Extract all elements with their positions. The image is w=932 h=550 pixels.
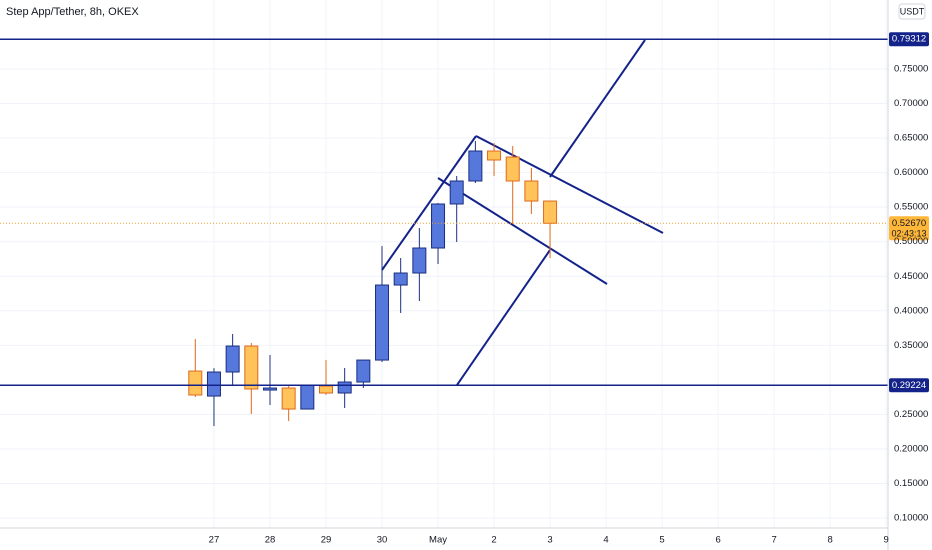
y-tick-label: 0.15000: [894, 478, 928, 489]
trend-line: [437, 177, 608, 285]
candle-body: [244, 345, 259, 390]
candle-body: [524, 180, 539, 202]
y-tick-label: 0.65000: [894, 133, 928, 144]
candle-body: [393, 272, 408, 286]
currency-label[interactable]: USDT: [900, 6, 925, 16]
trend-line: [381, 135, 477, 271]
last-price-tag: [889, 216, 929, 241]
candle-body: [375, 284, 390, 361]
y-tick-label: 0.25000: [894, 409, 928, 420]
candle-body: [281, 387, 296, 410]
candle-body: [300, 384, 315, 410]
candle-body: [468, 150, 483, 182]
candle-body: [225, 345, 240, 373]
y-tick-label: 0.10000: [894, 513, 928, 524]
y-tick-label: 0.40000: [894, 305, 928, 316]
candle-body: [505, 156, 520, 182]
candle-body: [431, 203, 446, 249]
candle-body: [449, 180, 464, 205]
candle-body: [543, 200, 558, 224]
last-price-label: 0.52670: [892, 218, 926, 229]
candle-body: [262, 387, 277, 391]
y-tick-label: 0.35000: [894, 340, 928, 351]
candle-body: [412, 247, 427, 274]
trend-line: [549, 39, 646, 178]
y-tick-label: 0.50000: [894, 236, 928, 247]
candle-body: [487, 150, 502, 161]
y-tick-label: 0.20000: [894, 443, 928, 454]
price-tag-label: 0.79312: [892, 34, 926, 45]
candle-body: [188, 370, 203, 396]
candle-body: [206, 371, 221, 397]
x-tick-label: 7: [771, 535, 776, 546]
trend-lines: [381, 39, 664, 386]
chart-title: Step App/Tether, 8h, OKEX: [6, 6, 139, 18]
candles: [188, 140, 558, 427]
x-tick-label: 28: [265, 535, 276, 546]
price-tag-label: 0.29224: [892, 380, 926, 391]
y-tick-label: 0.70000: [894, 98, 928, 109]
x-tick-label: May: [429, 535, 447, 546]
x-tick-label: 4: [603, 535, 608, 546]
x-tick-label: 2: [491, 535, 496, 546]
x-tick-label: 30: [377, 535, 388, 546]
x-tick-label: 6: [715, 535, 720, 546]
x-tick-label: 29: [321, 535, 332, 546]
y-tick-label: 0.45000: [894, 271, 928, 282]
price-tag: [889, 378, 929, 393]
candle-body: [337, 381, 352, 394]
candle-body: [356, 359, 371, 383]
y-tick-label: 0.75000: [894, 64, 928, 75]
countdown-label: 02:43:13: [891, 229, 926, 239]
candle-body: [318, 385, 333, 394]
trend-line: [475, 135, 664, 234]
trend-line: [456, 249, 551, 386]
x-tick-label: 5: [659, 535, 664, 546]
x-tick-label: 8: [827, 535, 832, 546]
x-tick-label: 27: [209, 535, 220, 546]
x-tick-label: 9: [883, 535, 888, 546]
x-tick-label: 3: [547, 535, 552, 546]
y-tick-label: 0.60000: [894, 167, 928, 178]
currency-button[interactable]: [898, 3, 926, 20]
y-tick-label: 0.55000: [894, 202, 928, 213]
price-tag: [889, 32, 929, 47]
